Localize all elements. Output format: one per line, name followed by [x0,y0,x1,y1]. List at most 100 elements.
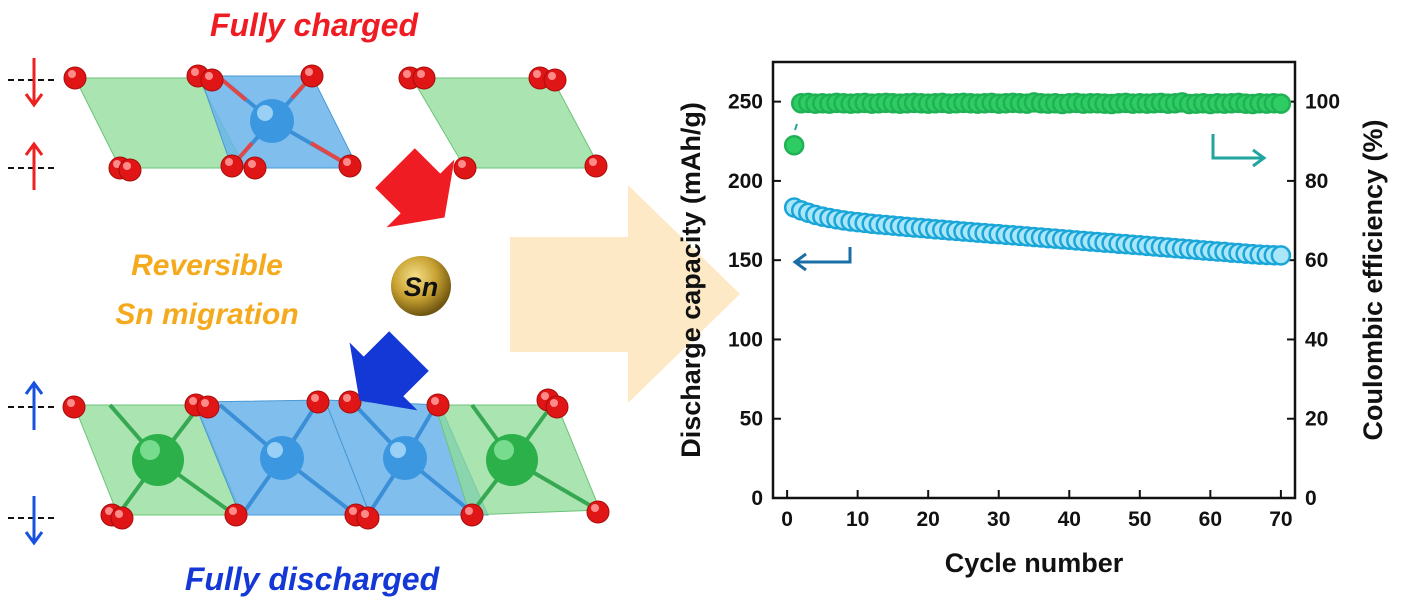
oxygen-atom-highlight [591,504,599,512]
y2-tick-label: 80 [1305,170,1328,193]
oxygen-atom [220,154,244,178]
big-arrow-shape [510,185,740,403]
oxygen-atom-highlight [417,70,425,78]
oxygen-atom [243,156,267,180]
oxygen-atom [338,390,362,414]
y-axis-left-title: Discharge capacity (mAh/g) [676,102,706,458]
layer-spacing-indicators [8,58,58,546]
oxygen-atom [453,156,477,180]
oxygen-atom-highlight [311,394,319,402]
oxygen-atom [338,154,362,178]
plot-frame [771,60,1297,500]
oxygen-atom-highlight [225,158,233,166]
oxygen-atom-highlight [361,510,369,518]
oxygen-atom-highlight [349,507,357,515]
oxygen-atom [356,506,380,530]
efficiency-point [783,134,805,156]
oxygen-atom [118,158,142,182]
y-tick-label: 250 [728,91,763,114]
sn-atom-label: Sn [404,272,439,302]
oxygen-atom-highlight [248,160,256,168]
cycling-chart: 0 10 20 30 40 50 60 70 0 50 100 150 200 250 0 20 40 60 8… [676,60,1388,578]
first-cycle-leader [794,123,798,131]
oxygen-atom-highlight [589,158,597,166]
schematic-discharged-layer [73,399,601,517]
oxygen-atom-highlight [105,507,113,515]
red-migration-arrow [375,148,455,228]
y2-tick-label: 60 [1305,249,1328,272]
y-axis-right-title: Coulombic efficiency (%) [1358,119,1388,440]
right-axis-indicator-arrow [1211,134,1267,168]
oxygen-atom-highlight [548,72,556,80]
oxygen-atom [224,503,248,527]
y-tick-label: 50 [740,408,763,431]
x-tick-label: 10 [846,508,869,531]
oxygen-atom-highlight [68,70,76,78]
oxygen-atom-highlight [343,158,351,166]
x-tick-label: 50 [1128,508,1151,531]
series-discharge-capacity [783,197,1292,266]
oxygen-atom [545,395,569,419]
oxygen-atom-highlight [431,397,439,405]
series-coulombic-efficiency [783,92,1292,156]
y2-tick-label: 0 [1305,487,1317,510]
oxygen-atom-highlight [201,399,209,407]
oxygen-atom [586,500,610,524]
sn-atom [391,256,451,316]
oxygen-atom [200,68,224,92]
x-tick-label: 30 [987,508,1010,531]
oxygen-atom-highlight [123,162,131,170]
y-tick-label: 100 [728,328,763,351]
x-tick-label: 40 [1058,508,1081,531]
efficiency-point [1270,93,1292,114]
y-tick-label: 200 [728,170,763,193]
oxygen-atom [460,503,484,527]
x-tick-label: 60 [1199,508,1222,531]
oxygen-atom-highlight [343,394,351,402]
oxygen-atoms [62,64,610,530]
oxygen-atom-highlight [115,510,123,518]
oxygen-atom-highlight [189,397,197,405]
label-fully-charged: Fully charged [210,7,420,43]
oxygen-atom-highlight [191,68,199,76]
oxygen-atom [62,395,86,419]
oxygen-atom [110,506,134,530]
y-axis-left-ticks: 0 50 100 150 200 250 [728,91,781,510]
oxygen-atom [300,64,324,88]
oxygen-atom-highlight [533,70,541,78]
x-axis-title: Cycle number [945,548,1124,578]
label-sn-migration: Sn migration [115,298,298,331]
x-axis-ticks: 0 10 20 30 40 50 60 70 [781,490,1293,531]
oxygen-atom [306,390,330,414]
oxygen-atom [426,393,450,417]
oxygen-atom-highlight [458,160,466,168]
label-fully-discharged: Fully discharged [185,561,441,597]
y2-tick-label: 40 [1305,328,1328,351]
oxygen-atom [584,154,608,178]
oxygen-atom-highlight [305,68,313,76]
oxygen-atom-highlight [67,399,75,407]
oxygen-atom [412,66,436,90]
blue-migration-arrow [349,331,429,411]
oxygen-atom-highlight [403,70,411,78]
y2-tick-label: 20 [1305,408,1328,431]
oxygen-atom-highlight [465,507,473,515]
x-tick-label: 0 [781,508,793,531]
oxygen-atom-highlight [550,399,558,407]
x-tick-label: 70 [1269,508,1292,531]
capacity-point [1270,245,1292,266]
oxygen-atom [63,66,87,90]
schematic-charged-layer [74,74,601,169]
oxygen-atom-highlight [229,507,237,515]
series-layer [783,92,1292,266]
oxygen-atom-highlight [541,392,549,400]
x-tick-label: 20 [917,508,940,531]
y-axis-right-ticks: 0 20 40 60 80 100 [1287,91,1340,510]
oxygen-atom-highlight [205,72,213,80]
oxygen-atom [543,68,567,92]
left-axis-indicator-arrow [792,247,852,272]
oxygen-atom [196,395,220,419]
label-reversible: Reversible [131,249,283,282]
